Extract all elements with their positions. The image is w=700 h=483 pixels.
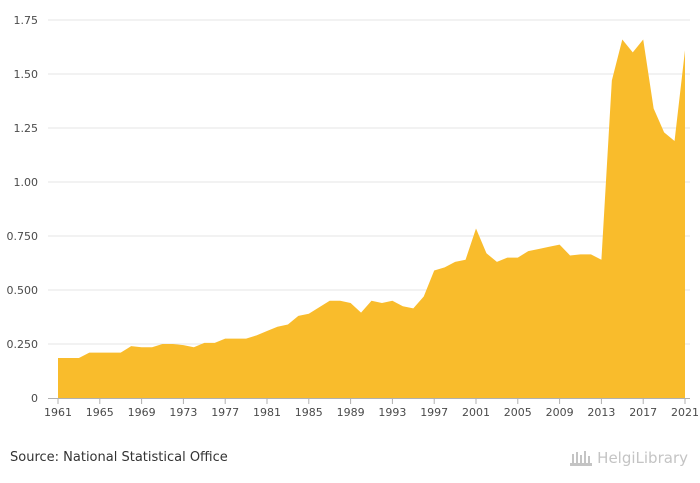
source-note: Source: National Statistical Office (10, 450, 228, 465)
series-area (58, 39, 685, 398)
x-tick-label: 2017 (629, 406, 657, 419)
y-tick-label: 1.00 (14, 176, 39, 189)
y-tick-label: 0.500 (7, 284, 39, 297)
x-tick-label: 1985 (295, 406, 323, 419)
x-axis-ticks: 1961 1965 1969 1973 1977 1981 1985 1989 1993 1997… (44, 398, 699, 419)
y-tick-label: 1.50 (14, 68, 39, 81)
y-tick-label: 1.75 (14, 14, 39, 27)
library-logo-icon (570, 451, 593, 466)
x-tick-label: 1973 (169, 406, 197, 419)
x-tick-label: 1961 (44, 406, 72, 419)
x-tick-label: 1997 (420, 406, 448, 419)
x-tick-label: 1993 (378, 406, 406, 419)
x-tick-label: 2013 (587, 406, 615, 419)
x-tick-label: 1969 (128, 406, 156, 419)
y-tick-label: 0.250 (7, 338, 39, 351)
x-tick-label: 1981 (253, 406, 281, 419)
x-tick-label: 2009 (546, 406, 574, 419)
x-tick-label: 1977 (211, 406, 239, 419)
y-gridlines (48, 19, 690, 345)
y-tick-label: 1.25 (14, 122, 39, 135)
x-tick-label: 1965 (86, 406, 114, 419)
y-tick-label: 0 (31, 392, 38, 405)
x-tick-label: 2021 (671, 406, 699, 419)
x-tick-label: 1989 (337, 406, 365, 419)
brand-logo: HelgiLibrary (569, 449, 688, 467)
x-tick-label: 2001 (462, 406, 490, 419)
brand-name: HelgiLibrary (597, 449, 688, 467)
y-axis-tick-labels: 0 0.250 0.500 0.750 1.00 1.25 1.50 1.75 (7, 14, 39, 405)
y-tick-label: 0.750 (7, 230, 39, 243)
x-tick-label: 2005 (504, 406, 532, 419)
